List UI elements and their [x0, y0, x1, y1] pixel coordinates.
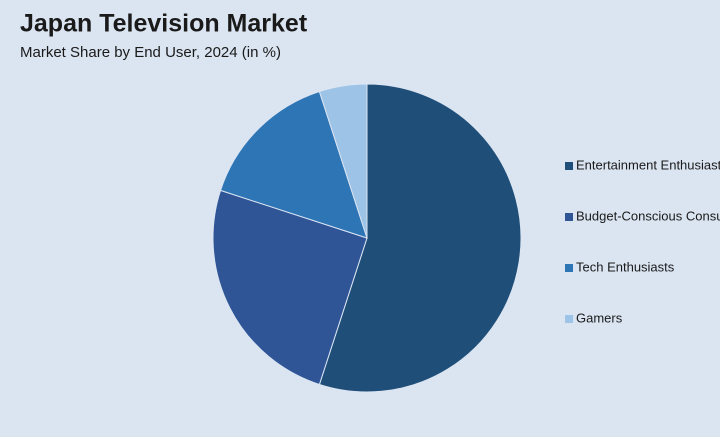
- legend-swatch: [565, 162, 573, 170]
- legend-swatch: [565, 213, 573, 221]
- pie-slice: [212, 189, 368, 386]
- legend-swatch: [565, 264, 573, 272]
- legend-label: Tech Enthusiasts: [576, 259, 675, 274]
- legend-label: Gamers: [576, 310, 623, 325]
- pie-slice: [318, 83, 522, 393]
- legend-swatch: [565, 315, 573, 323]
- legend-label: Entertainment Enthusiasts: [576, 157, 720, 172]
- chart-title: Japan Television Market: [20, 10, 308, 38]
- pie-slice: [219, 90, 368, 239]
- legend-label: Budget-Conscious Consumers: [576, 208, 720, 223]
- chart-subtitle: Market Share by End User, 2024 (in %): [20, 44, 281, 61]
- pie-slice: [318, 83, 368, 239]
